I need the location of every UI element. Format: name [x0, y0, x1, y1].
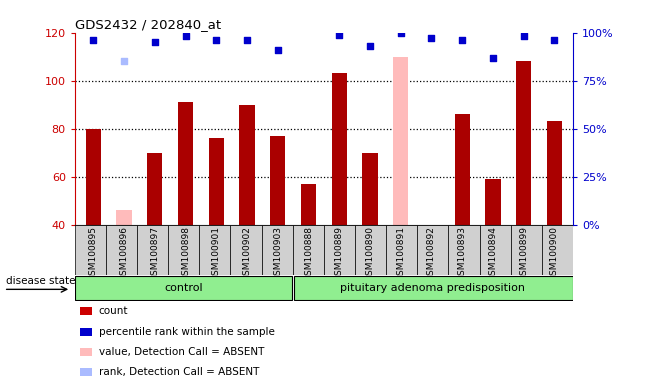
Bar [454, 114, 470, 225]
Text: control: control [165, 283, 203, 293]
Text: GSM100888: GSM100888 [304, 226, 313, 281]
Point [334, 31, 344, 38]
Bar [301, 184, 316, 225]
Bar [117, 210, 132, 225]
Bar [147, 153, 163, 225]
Bar [270, 136, 285, 225]
Bar [208, 138, 224, 225]
Bar [355, 225, 386, 275]
Point [180, 33, 191, 40]
Bar [75, 225, 106, 275]
Point [242, 37, 252, 43]
Text: GSM100892: GSM100892 [427, 226, 436, 281]
Bar [230, 225, 262, 275]
Text: GSM100895: GSM100895 [89, 226, 98, 281]
Text: percentile rank within the sample: percentile rank within the sample [99, 326, 275, 337]
Bar [480, 225, 510, 275]
Bar [331, 73, 347, 225]
Point [88, 37, 98, 43]
Bar [449, 225, 480, 275]
Point [426, 35, 437, 41]
Text: GSM100893: GSM100893 [458, 226, 467, 281]
Text: GSM100901: GSM100901 [212, 226, 221, 281]
Bar [542, 225, 573, 275]
Text: rank, Detection Call = ABSENT: rank, Detection Call = ABSENT [99, 367, 259, 377]
Text: GSM100897: GSM100897 [150, 226, 159, 281]
Bar [547, 121, 562, 225]
Bar [393, 56, 408, 225]
Bar [137, 225, 168, 275]
Bar [240, 105, 255, 225]
Point [273, 47, 283, 53]
Text: GSM100898: GSM100898 [181, 226, 190, 281]
Text: value, Detection Call = ABSENT: value, Detection Call = ABSENT [99, 347, 264, 357]
FancyBboxPatch shape [75, 276, 292, 300]
Point [211, 37, 221, 43]
Bar [178, 102, 193, 225]
Text: GSM100900: GSM100900 [550, 226, 559, 281]
Bar [386, 225, 417, 275]
Point [119, 58, 130, 65]
Bar [363, 153, 378, 225]
Point [150, 39, 160, 45]
Text: pituitary adenoma predisposition: pituitary adenoma predisposition [340, 283, 525, 293]
Bar [516, 61, 531, 225]
FancyBboxPatch shape [294, 276, 573, 300]
Bar [199, 225, 230, 275]
Bar [80, 348, 92, 356]
Bar [417, 225, 449, 275]
Text: GSM100889: GSM100889 [335, 226, 344, 281]
Text: GDS2432 / 202840_at: GDS2432 / 202840_at [75, 18, 221, 31]
Bar [324, 225, 355, 275]
Text: count: count [99, 306, 128, 316]
Point [457, 37, 467, 43]
Point [488, 55, 498, 61]
Bar [80, 328, 92, 336]
Bar [168, 225, 199, 275]
Bar [262, 225, 293, 275]
Text: GSM100890: GSM100890 [365, 226, 374, 281]
Text: GSM100891: GSM100891 [396, 226, 405, 281]
Text: GSM100894: GSM100894 [488, 226, 497, 281]
Text: disease state: disease state [6, 276, 76, 286]
Point [396, 30, 406, 36]
Point [365, 43, 375, 49]
Bar [485, 179, 501, 225]
Point [549, 37, 560, 43]
Bar [80, 307, 92, 316]
Bar [86, 129, 101, 225]
Text: GSM100899: GSM100899 [519, 226, 528, 281]
Bar [80, 368, 92, 376]
Bar [293, 225, 324, 275]
Bar [106, 225, 137, 275]
Text: GSM100902: GSM100902 [243, 226, 251, 281]
Text: GSM100896: GSM100896 [120, 226, 128, 281]
Text: GSM100903: GSM100903 [273, 226, 283, 281]
Point [518, 33, 529, 40]
Bar [510, 225, 542, 275]
